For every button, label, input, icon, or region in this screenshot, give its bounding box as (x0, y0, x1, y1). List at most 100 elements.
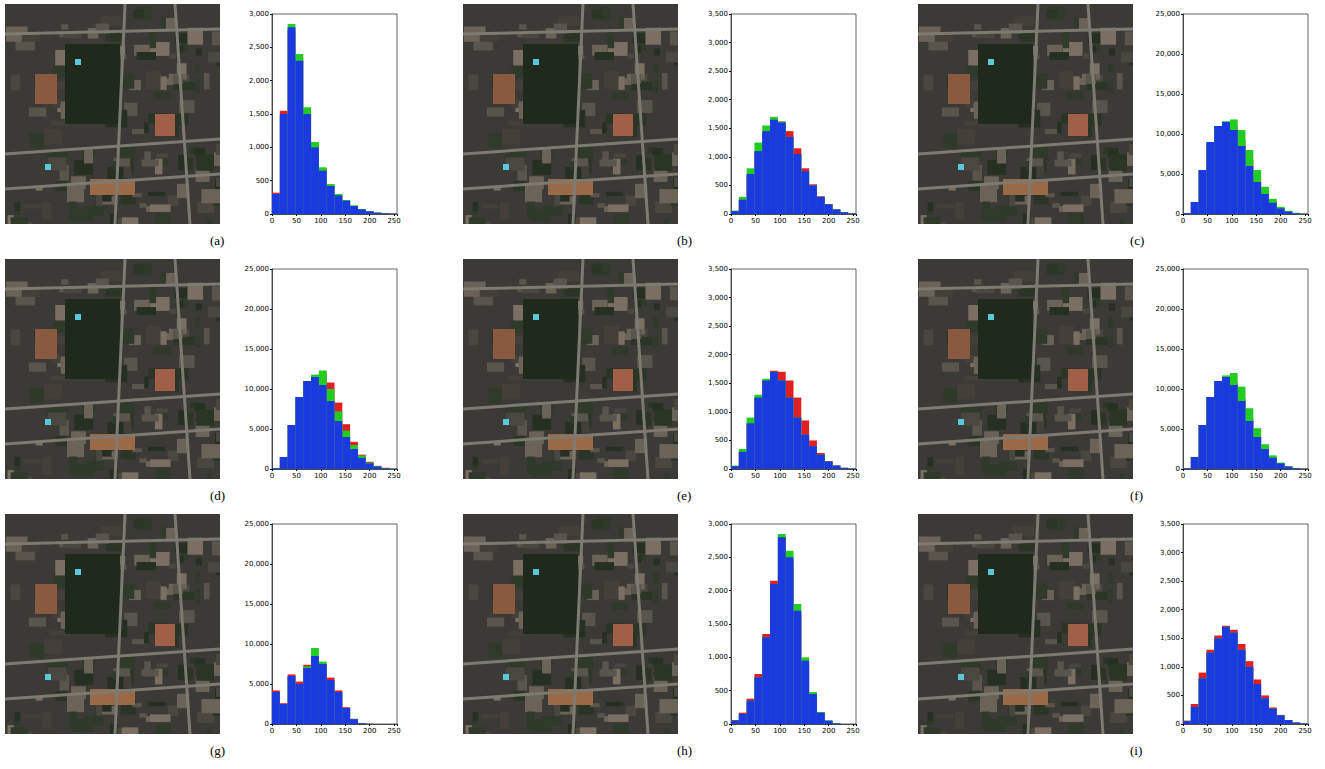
svg-text:2,500: 2,500 (249, 43, 269, 51)
svg-text:0: 0 (1176, 720, 1180, 728)
svg-text:250: 250 (387, 727, 400, 735)
svg-text:0: 0 (729, 472, 733, 480)
svg-text:3,500: 3,500 (708, 10, 728, 18)
svg-text:2,000: 2,000 (708, 96, 728, 104)
svg-text:100: 100 (1225, 472, 1238, 480)
svg-text:200: 200 (822, 727, 835, 735)
svg-text:0: 0 (270, 727, 274, 735)
svg-text:250: 250 (387, 472, 400, 480)
svg-text:50: 50 (1203, 727, 1212, 735)
svg-text:5,000: 5,000 (249, 425, 269, 433)
svg-text:200: 200 (363, 217, 376, 225)
svg-text:50: 50 (751, 217, 760, 225)
svg-text:150: 150 (1250, 217, 1263, 225)
svg-text:3,000: 3,000 (708, 520, 728, 528)
svg-text:150: 150 (1250, 727, 1263, 735)
svg-text:1,500: 1,500 (708, 124, 728, 132)
svg-text:100: 100 (773, 472, 786, 480)
svg-text:0: 0 (1176, 210, 1180, 218)
svg-text:50: 50 (292, 217, 301, 225)
svg-text:2,500: 2,500 (1160, 577, 1180, 585)
svg-text:2,500: 2,500 (708, 553, 728, 561)
svg-text:150: 150 (1250, 472, 1263, 480)
svg-text:3,500: 3,500 (708, 265, 728, 273)
svg-text:0: 0 (724, 720, 728, 728)
svg-text:15,000: 15,000 (245, 600, 270, 608)
svg-text:0: 0 (270, 472, 274, 480)
svg-text:200: 200 (1274, 472, 1287, 480)
svg-text:250: 250 (846, 727, 859, 735)
svg-text:250: 250 (1298, 727, 1311, 735)
svg-text:0: 0 (1181, 472, 1185, 480)
svg-text:150: 150 (339, 217, 352, 225)
svg-text:20,000: 20,000 (1156, 50, 1181, 58)
svg-text:20,000: 20,000 (245, 305, 270, 313)
svg-text:0: 0 (729, 727, 733, 735)
svg-text:10,000: 10,000 (1156, 130, 1181, 138)
svg-text:5,000: 5,000 (1160, 425, 1180, 433)
svg-text:500: 500 (256, 177, 269, 185)
svg-text:0: 0 (1181, 217, 1185, 225)
svg-text:50: 50 (1203, 217, 1212, 225)
svg-text:200: 200 (822, 472, 835, 480)
svg-text:0: 0 (270, 217, 274, 225)
svg-text:200: 200 (1274, 217, 1287, 225)
svg-text:20,000: 20,000 (245, 560, 270, 568)
svg-text:1,500: 1,500 (1160, 634, 1180, 642)
svg-text:20,000: 20,000 (1156, 305, 1181, 313)
svg-text:250: 250 (387, 217, 400, 225)
svg-text:250: 250 (1298, 217, 1311, 225)
svg-text:0: 0 (265, 720, 269, 728)
svg-text:15,000: 15,000 (245, 345, 270, 353)
svg-text:100: 100 (773, 727, 786, 735)
svg-text:2,000: 2,000 (1160, 606, 1180, 614)
svg-text:1,000: 1,000 (1160, 663, 1180, 671)
svg-text:100: 100 (314, 472, 327, 480)
svg-text:10,000: 10,000 (245, 640, 270, 648)
svg-text:0: 0 (265, 465, 269, 473)
svg-text:100: 100 (1225, 727, 1238, 735)
svg-text:5,000: 5,000 (1160, 170, 1180, 178)
svg-text:1,500: 1,500 (708, 620, 728, 628)
svg-text:250: 250 (1298, 472, 1311, 480)
svg-text:10,000: 10,000 (1156, 385, 1181, 393)
svg-text:0: 0 (729, 217, 733, 225)
svg-text:200: 200 (363, 727, 376, 735)
svg-text:1,000: 1,000 (708, 653, 728, 661)
svg-text:150: 150 (798, 727, 811, 735)
svg-text:250: 250 (846, 217, 859, 225)
svg-text:150: 150 (339, 727, 352, 735)
svg-text:1,000: 1,000 (249, 143, 269, 151)
svg-text:0: 0 (1181, 727, 1185, 735)
svg-text:250: 250 (846, 472, 859, 480)
svg-text:2,500: 2,500 (708, 322, 728, 330)
svg-text:5,000: 5,000 (249, 680, 269, 688)
svg-text:50: 50 (1203, 472, 1212, 480)
svg-text:15,000: 15,000 (1156, 90, 1181, 98)
svg-text:25,000: 25,000 (245, 265, 270, 273)
svg-text:3,000: 3,000 (708, 294, 728, 302)
svg-text:15,000: 15,000 (1156, 345, 1181, 353)
svg-text:0: 0 (724, 465, 728, 473)
svg-text:100: 100 (314, 217, 327, 225)
svg-text:500: 500 (715, 687, 728, 695)
svg-text:1,500: 1,500 (708, 379, 728, 387)
svg-text:500: 500 (715, 436, 728, 444)
svg-text:2,000: 2,000 (708, 351, 728, 359)
svg-text:100: 100 (773, 217, 786, 225)
svg-text:150: 150 (798, 217, 811, 225)
svg-text:0: 0 (265, 210, 269, 218)
svg-text:500: 500 (1167, 691, 1180, 699)
svg-text:50: 50 (751, 472, 760, 480)
svg-text:3,000: 3,000 (708, 39, 728, 47)
svg-text:3,000: 3,000 (249, 10, 269, 18)
svg-text:50: 50 (292, 472, 301, 480)
svg-text:2,000: 2,000 (708, 587, 728, 595)
svg-text:10,000: 10,000 (245, 385, 270, 393)
svg-text:50: 50 (292, 727, 301, 735)
svg-text:3,500: 3,500 (1160, 520, 1180, 528)
svg-text:25,000: 25,000 (245, 520, 270, 528)
svg-text:150: 150 (798, 472, 811, 480)
svg-text:0: 0 (1176, 465, 1180, 473)
svg-text:0: 0 (724, 210, 728, 218)
